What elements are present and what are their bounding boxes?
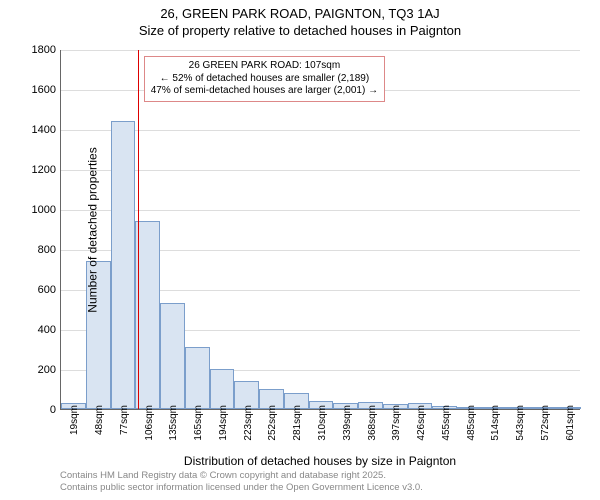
y-tick-label: 400 (16, 324, 56, 336)
y-tick-label: 800 (16, 244, 56, 256)
footer-attribution: Contains HM Land Registry data © Crown c… (60, 470, 423, 494)
histogram-bar (135, 221, 160, 409)
y-tick-label: 200 (16, 364, 56, 376)
x-axis-label: Distribution of detached houses by size … (184, 454, 456, 468)
annotation-line3: 47% of semi-detached houses are larger (… (151, 85, 378, 98)
x-tick-label: 601sqm (565, 405, 576, 441)
y-axis-label: Number of detached properties (86, 147, 100, 312)
x-tick-label: 572sqm (540, 405, 551, 441)
y-tick-label: 600 (16, 284, 56, 296)
gridline-h (61, 170, 580, 171)
x-tick-label: 252sqm (267, 405, 278, 441)
footer-line2: Contains public sector information licen… (60, 482, 423, 494)
footer-line1: Contains HM Land Registry data © Crown c… (60, 470, 423, 482)
y-tick-label: 1200 (16, 164, 56, 176)
x-tick-label: 426sqm (416, 405, 427, 441)
annotation-line1: 26 GREEN PARK ROAD: 107sqm (151, 60, 378, 73)
chart-title-line1: 26, GREEN PARK ROAD, PAIGNTON, TQ3 1AJ (0, 6, 600, 21)
x-tick-label: 485sqm (466, 405, 477, 441)
annotation-box: 26 GREEN PARK ROAD: 107sqm← 52% of detac… (144, 56, 385, 102)
x-tick-label: 165sqm (193, 405, 204, 441)
y-tick-label: 1400 (16, 124, 56, 136)
x-tick-label: 455sqm (441, 405, 452, 441)
histogram-bar (111, 121, 136, 409)
x-tick-label: 194sqm (218, 405, 229, 441)
x-tick-label: 223sqm (243, 405, 254, 441)
y-tick-label: 1600 (16, 84, 56, 96)
marker-line (138, 50, 139, 409)
annotation-line2: ← 52% of detached houses are smaller (2,… (151, 73, 378, 86)
histogram-bar (185, 347, 210, 409)
gridline-h (61, 210, 580, 211)
gridline-h (61, 130, 580, 131)
x-tick-label: 514sqm (490, 405, 501, 441)
chart-area: 02004006008001000120014001600180019sqm48… (60, 50, 580, 410)
x-tick-label: 339sqm (342, 405, 353, 441)
x-tick-label: 77sqm (119, 405, 130, 435)
x-tick-label: 543sqm (515, 405, 526, 441)
histogram-bar (210, 369, 235, 409)
x-tick-label: 48sqm (94, 405, 105, 435)
histogram-bar (160, 303, 185, 409)
x-tick-label: 397sqm (391, 405, 402, 441)
chart-title-line2: Size of property relative to detached ho… (0, 23, 600, 38)
x-tick-label: 135sqm (168, 405, 179, 441)
x-tick-label: 19sqm (69, 405, 80, 435)
x-tick-label: 281sqm (292, 405, 303, 441)
y-tick-label: 1800 (16, 44, 56, 56)
y-tick-label: 0 (16, 404, 56, 416)
y-tick-label: 1000 (16, 204, 56, 216)
x-tick-label: 106sqm (144, 405, 155, 441)
plot-region: 02004006008001000120014001600180019sqm48… (60, 50, 580, 410)
gridline-h (61, 50, 580, 51)
x-tick-label: 368sqm (367, 405, 378, 441)
x-tick-label: 310sqm (317, 405, 328, 441)
chart-title-block: 26, GREEN PARK ROAD, PAIGNTON, TQ3 1AJ S… (0, 0, 600, 38)
